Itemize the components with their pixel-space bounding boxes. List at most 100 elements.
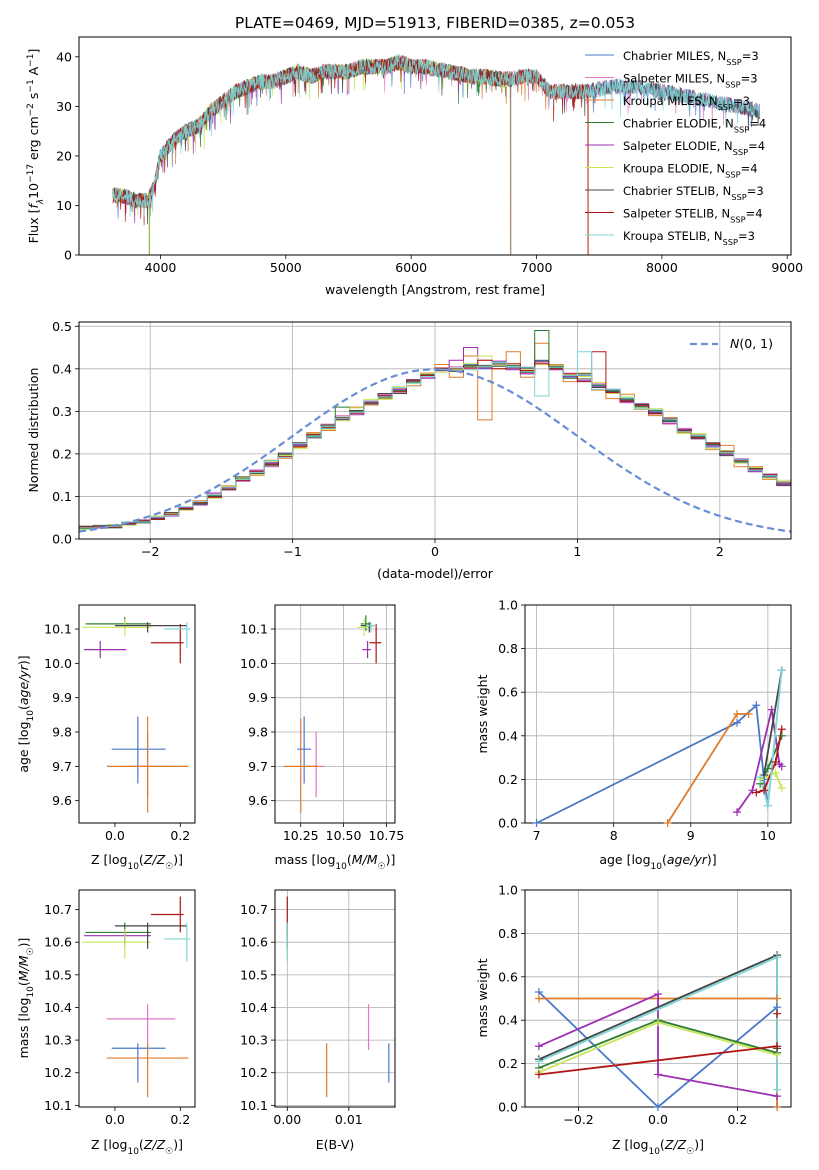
x-tick-label: 0.2	[170, 828, 190, 843]
weight-marker-salpeter_elodie	[767, 705, 776, 714]
label-part: (	[16, 981, 31, 986]
label-part: ☉	[686, 1147, 694, 1157]
residuals-frame-group: −2 −1 0 1 2 0.0 0.1 0.2 0.3 0.4 0.5 N(0, 1) (data-mo…	[26, 319, 792, 581]
y-tick-label: 10.6	[44, 935, 72, 950]
legend-entry-chabrier_elodie: Chabrier ELODIE, NSSP=4	[623, 117, 766, 135]
label-part: Z/Z	[143, 1137, 166, 1152]
weight-marker-chabrier_miles	[654, 1103, 662, 1111]
weight-marker-kroupa_elodie	[654, 1018, 662, 1027]
y-tick-label: 9.8	[52, 725, 72, 740]
axes-frame	[274, 604, 396, 824]
y-tick-label: 0.0	[52, 532, 72, 547]
label-part: 10	[26, 710, 36, 722]
legend-entry-salpeter_elodie: Salpeter ELODIE, NSSP=4	[623, 139, 765, 157]
label-part: −1	[26, 79, 36, 92]
weight-marker-kroupa_stelib	[756, 773, 765, 782]
x-tick-label: 6000	[395, 260, 427, 275]
y-tick-label: 10.4	[240, 1000, 268, 1015]
legend-entry-kroupa_stelib: Kroupa STELIB, NSSP=3	[623, 229, 755, 247]
y-tick-label: 9.9	[52, 690, 72, 705]
x-tick-label: 0	[431, 544, 439, 559]
label-part: =3	[738, 229, 755, 243]
x-tick-label: 0.0	[105, 828, 125, 843]
weight-marker-salpeter_elodie	[733, 808, 742, 817]
label-part: Chabrier MILES, N	[623, 49, 726, 63]
x-tick-label: −2	[141, 544, 159, 559]
x-tick-label: 0.01	[335, 1112, 363, 1127]
weight_vs_Z-frame-group: −0.2 0.0 0.2 0.0 0.2 0.4 0.6 0.8 1.0 Z [log10(Z/Z…	[475, 883, 792, 1157]
legend-entry-salpeter_miles: Salpeter MILES, NSSP=3	[623, 72, 758, 90]
weight-marker-salpeter_stelib	[760, 786, 769, 795]
label-part: 10	[127, 862, 139, 872]
y-tick-label: 1.0	[498, 598, 518, 613]
y-tick-label: 9.7	[52, 759, 72, 774]
weight-marker-kroupa_miles	[773, 994, 782, 1003]
x-tick-label: −0.2	[563, 1112, 593, 1127]
label-part: Flux [	[26, 209, 41, 244]
label-part: SSP	[730, 215, 745, 225]
x-tick-label: 0.0	[105, 1112, 125, 1127]
label-part: SSP	[718, 102, 733, 112]
y-tick-label: 10.5	[44, 967, 72, 982]
x-tick-label: 0.2	[727, 1112, 747, 1127]
label-part: ☉	[378, 862, 386, 872]
label-part: mass [log	[275, 852, 336, 867]
axes-frame	[274, 889, 396, 1108]
age_vs_Z-marks	[82, 617, 191, 813]
x-tick-label: 10.25	[283, 828, 319, 843]
weight-marker-salpeter_stelib	[752, 788, 761, 797]
x-tick-label: 8	[610, 828, 618, 843]
weight-marker-kroupa_stelib	[763, 801, 772, 810]
histogram-kroupa_stelib	[79, 351, 791, 539]
y-tick-label: 9.6	[52, 793, 72, 808]
y-tick-label: 0.2	[498, 772, 518, 787]
weight-marker-kroupa_miles	[733, 710, 742, 718]
label-part: (0, 1)	[739, 336, 773, 351]
spectrum-frame-group: 4000 5000 6000 7000 8000 9000 0 10 20 30 40 Chabrie…	[26, 36, 803, 297]
label-part: )]	[694, 1137, 704, 1152]
y-tick-label: 10.0	[240, 656, 268, 671]
label-part: (	[139, 1137, 144, 1152]
x-tick-label: 9000	[771, 260, 803, 275]
x-tick-label: 10.75	[369, 828, 405, 843]
x-tick-label: 0.2	[170, 1112, 190, 1127]
y-tick-label: 10.2	[44, 1065, 72, 1080]
label-part: λ	[36, 199, 46, 205]
label-part: (	[662, 852, 667, 867]
label-part: =4	[749, 117, 766, 131]
y-tick-label: 10.3	[240, 1033, 268, 1048]
y-tick-label: 0.4	[498, 728, 518, 743]
label-part: age [log	[599, 852, 650, 867]
label-part: Salpeter ELODIE, N	[623, 139, 733, 153]
x-tick-label: 1	[573, 544, 581, 559]
label-part: =4	[741, 162, 758, 176]
axes-frame	[78, 36, 792, 256]
label-part: =4	[748, 139, 765, 153]
weight-line-chabrier_stelib	[763, 670, 783, 776]
weight-marker-kroupa_miles	[534, 994, 543, 1003]
spectrum-ylabel: Flux [fλ10−17 erg cm−2 s−1 A−1]	[26, 49, 46, 244]
weight-marker-kroupa_miles	[663, 819, 672, 827]
label-part: SSP	[733, 147, 748, 157]
label-part: Kroupa STELIB, N	[623, 229, 723, 243]
y-tick-label: 0.0	[498, 1100, 518, 1115]
y-tick-label: 30	[56, 99, 72, 114]
weight-marker-salpeter_elodie	[534, 1042, 543, 1051]
axes-frame	[78, 604, 196, 824]
y-tick-label: 0.8	[498, 926, 518, 941]
age_vs_mass-frame-group: 10.25 10.50 10.75 9.6 9.7 9.8 9.9 10.0 10.1 mass …	[240, 604, 405, 872]
label-part: ]	[26, 49, 41, 54]
label-part: =3	[741, 72, 758, 86]
y-tick-label: 0.8	[498, 641, 518, 656]
x-tick-label: 5000	[270, 260, 302, 275]
age_vs_Z-xlabel: Z [log10(Z/Z☉)]	[91, 852, 183, 872]
residual-ylabel: Normed distribution	[26, 368, 41, 493]
x-tick-label: 10	[760, 828, 776, 843]
mass_vs_Z-xlabel: Z [log10(Z/Z☉)]	[91, 1137, 183, 1157]
weight-line-salpeter_elodie	[538, 992, 778, 1098]
mass_vs_ebv-xlabel: E(B-V)	[316, 1137, 355, 1152]
x-tick-label: −1	[283, 544, 301, 559]
weight-marker-kroupa_elodie	[771, 768, 780, 777]
